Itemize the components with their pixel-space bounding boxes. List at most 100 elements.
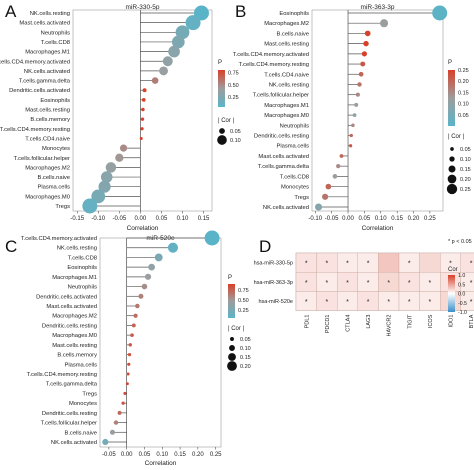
category-label: Dendritic.cells.resting bbox=[254, 134, 309, 140]
data-point bbox=[171, 35, 185, 49]
data-point bbox=[351, 123, 355, 128]
heatmap-cell bbox=[378, 252, 400, 273]
data-point bbox=[355, 92, 360, 97]
category-label: Monocytes bbox=[281, 185, 309, 191]
data-point bbox=[123, 391, 127, 395]
column-label: ICOS bbox=[428, 314, 434, 328]
column-label: LAG3 bbox=[366, 315, 372, 329]
significance-star: * bbox=[326, 280, 329, 287]
category-label: Dendritic.cells.activated bbox=[9, 88, 70, 94]
x-tick-label: 0.25 bbox=[210, 452, 222, 458]
data-point bbox=[336, 164, 341, 169]
data-point bbox=[361, 51, 367, 57]
size-legend-label: 0.20 bbox=[460, 177, 471, 183]
p-legend-label: 0.50 bbox=[238, 298, 249, 304]
size-legend-dot bbox=[446, 183, 458, 195]
category-label: Mast.cells.resting bbox=[52, 343, 97, 349]
data-point bbox=[154, 253, 163, 262]
category-label: Eosinophils bbox=[67, 265, 97, 271]
significance-star: * bbox=[305, 299, 308, 306]
panel-title: miR-363-3p bbox=[361, 4, 395, 11]
data-point bbox=[144, 273, 152, 280]
x-tick-label: -0.15 bbox=[70, 216, 84, 222]
size-legend-dot bbox=[219, 128, 225, 134]
x-tick-label: 0.00 bbox=[135, 216, 147, 222]
data-point bbox=[168, 45, 180, 58]
x-tick-label: 0.20 bbox=[192, 452, 204, 458]
p-legend-title: P bbox=[218, 60, 222, 66]
data-point bbox=[109, 429, 115, 435]
significance-star: * bbox=[470, 280, 473, 287]
size-legend-dot bbox=[229, 345, 235, 351]
significance-star: * bbox=[367, 280, 370, 287]
significance-star: * bbox=[326, 299, 329, 306]
data-point bbox=[380, 19, 389, 28]
category-label: NK.cells.resting bbox=[57, 246, 97, 252]
x-tick-label: 0.15 bbox=[198, 216, 210, 222]
data-point bbox=[140, 117, 145, 121]
significance-star: * bbox=[429, 280, 432, 287]
category-label: Neutrophils bbox=[68, 285, 97, 291]
data-point bbox=[432, 5, 448, 21]
data-point bbox=[91, 189, 106, 204]
size-legend-label: 0.10 bbox=[240, 346, 251, 352]
category-label: NK.cells.activated bbox=[51, 440, 97, 446]
category-label: Tregs bbox=[294, 195, 309, 201]
data-point bbox=[162, 56, 173, 67]
category-label: B.cells.memory bbox=[30, 117, 70, 123]
data-point bbox=[167, 242, 178, 253]
category-label: Macrophages.M0 bbox=[25, 194, 70, 200]
p-legend-label: 0.05 bbox=[458, 113, 469, 119]
data-point bbox=[314, 203, 323, 211]
category-label: Mast.cells.activated bbox=[258, 154, 309, 160]
data-point bbox=[121, 401, 125, 405]
x-tick-label: 0.05 bbox=[156, 216, 168, 222]
category-label: T.cells.CD4.memory.activated bbox=[0, 59, 70, 65]
column-label: TIGIT bbox=[407, 314, 413, 329]
data-point bbox=[127, 362, 131, 366]
column-label: HAVCR2 bbox=[387, 315, 393, 337]
p-legend-title: P bbox=[448, 60, 452, 66]
data-point bbox=[140, 127, 144, 131]
data-point bbox=[360, 61, 366, 67]
category-label: NK.cells.activated bbox=[263, 205, 309, 211]
cor-legend-title: Cor bbox=[448, 267, 458, 273]
data-point bbox=[82, 198, 98, 214]
category-label: Macrophages.M1 bbox=[264, 103, 309, 109]
category-label: Macrophages.M1 bbox=[52, 275, 97, 281]
category-label: T.cells.CD8 bbox=[41, 40, 70, 46]
plot-frame bbox=[72, 9, 213, 212]
panel-letter: D bbox=[259, 237, 271, 256]
category-label: Tregs bbox=[82, 391, 97, 397]
category-label: T.cells.CD8 bbox=[280, 174, 309, 180]
data-point bbox=[185, 15, 201, 31]
p-legend-label: 0.20 bbox=[458, 79, 469, 85]
data-point bbox=[363, 40, 369, 47]
category-label: T.cells.gamma.delta bbox=[258, 164, 310, 170]
data-point bbox=[117, 410, 122, 415]
cor-legend-label: 1.0 bbox=[458, 273, 465, 279]
x-tick-label: 0.05 bbox=[359, 216, 371, 222]
data-point bbox=[364, 30, 371, 37]
significance-star: * bbox=[408, 299, 411, 306]
heatmap-cell bbox=[419, 252, 441, 273]
size-legend-dot bbox=[228, 353, 236, 361]
category-label: T.cells.CD4.memory.activated bbox=[233, 52, 309, 58]
column-label: PDCD1 bbox=[325, 315, 331, 334]
data-point bbox=[128, 343, 132, 347]
size-legend-label: 0.05 bbox=[460, 147, 471, 153]
category-label: NK.cells.activated bbox=[24, 69, 70, 75]
data-point bbox=[139, 136, 143, 140]
category-label: B.cells.naive bbox=[276, 31, 309, 37]
data-point bbox=[100, 171, 113, 183]
significance-star: * bbox=[387, 299, 390, 306]
x-tick-label: -0.10 bbox=[91, 216, 105, 222]
category-label: T.cells.CD4.naive bbox=[264, 72, 309, 78]
significance-star: * bbox=[408, 261, 411, 268]
category-label: Dendritic.cells.resting bbox=[42, 323, 97, 329]
size-legend-dot bbox=[217, 135, 227, 145]
plot-frame bbox=[311, 9, 444, 212]
significance-star: * bbox=[367, 299, 370, 306]
